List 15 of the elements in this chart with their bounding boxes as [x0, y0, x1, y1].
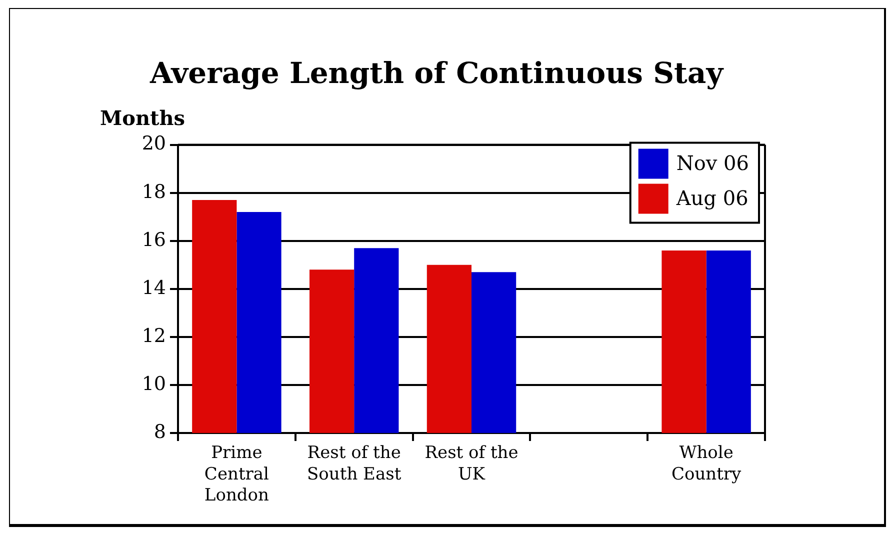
- y-tick-label: 16: [142, 228, 166, 251]
- y-axis-title: Months: [100, 106, 186, 130]
- y-tick-label: 14: [142, 276, 166, 299]
- x-tick-label: Rest of the South East: [307, 443, 402, 484]
- chart-title: Average Length of Continuous Stay: [148, 56, 724, 90]
- x-tick-label: Whole Country: [671, 443, 742, 484]
- x-tick-label: Prime Central London: [204, 443, 270, 506]
- legend-label: Nov 06: [676, 151, 750, 176]
- y-tick-label: 12: [142, 324, 166, 347]
- y-tick-label: 18: [142, 180, 166, 203]
- y-tick-label: 20: [142, 132, 166, 155]
- y-tick-label: 8: [154, 420, 166, 443]
- legend-label: Aug 06: [675, 186, 748, 210]
- x-tick-label: Rest of the UK: [424, 443, 518, 484]
- y-tick-label: 10: [142, 372, 166, 395]
